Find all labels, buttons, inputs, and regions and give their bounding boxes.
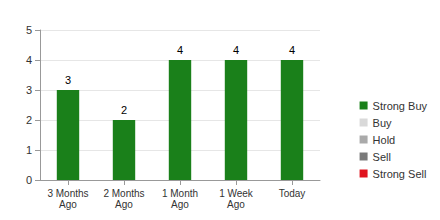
svg-text:3: 3 bbox=[26, 84, 32, 96]
svg-text:Strong Sell: Strong Sell bbox=[373, 168, 427, 180]
svg-text:Sell: Sell bbox=[373, 151, 391, 163]
svg-text:2: 2 bbox=[121, 104, 127, 116]
svg-text:Buy: Buy bbox=[373, 117, 392, 129]
svg-text:3: 3 bbox=[65, 74, 71, 86]
svg-text:4: 4 bbox=[289, 44, 295, 56]
svg-text:0: 0 bbox=[26, 174, 32, 186]
svg-text:4: 4 bbox=[177, 44, 183, 56]
svg-text:2: 2 bbox=[26, 114, 32, 126]
svg-text:Ago: Ago bbox=[171, 199, 189, 210]
svg-text:2 Months: 2 Months bbox=[103, 188, 144, 199]
svg-text:Ago: Ago bbox=[59, 199, 77, 210]
svg-text:Hold: Hold bbox=[373, 134, 396, 146]
svg-text:Today: Today bbox=[279, 188, 306, 199]
svg-text:1: 1 bbox=[26, 144, 32, 156]
svg-text:Ago: Ago bbox=[115, 199, 133, 210]
svg-text:4: 4 bbox=[233, 44, 239, 56]
svg-text:3 Months: 3 Months bbox=[47, 188, 88, 199]
svg-text:1 Month: 1 Month bbox=[162, 188, 198, 199]
svg-text:Strong Buy: Strong Buy bbox=[373, 100, 428, 112]
svg-text:5: 5 bbox=[26, 24, 32, 36]
svg-text:Ago: Ago bbox=[227, 199, 245, 210]
svg-text:1 Week: 1 Week bbox=[219, 188, 254, 199]
svg-text:4: 4 bbox=[26, 54, 32, 66]
